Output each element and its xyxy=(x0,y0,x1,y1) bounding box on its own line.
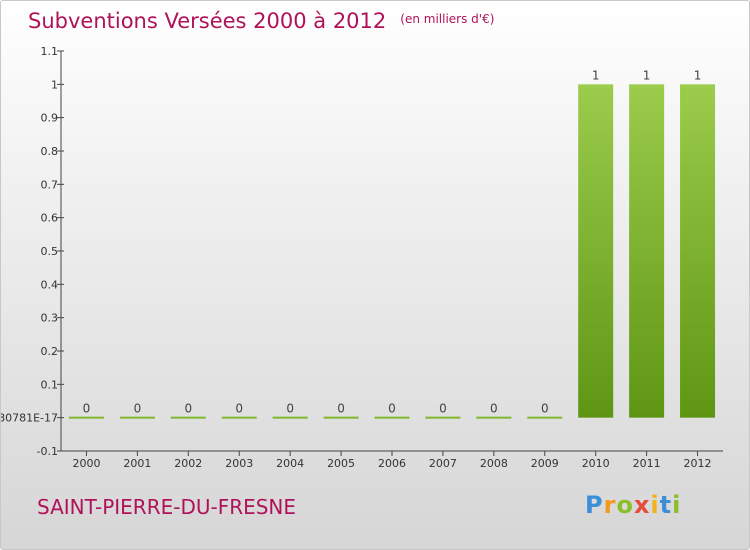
data-label-2000: 0 xyxy=(83,402,91,416)
y-tick-label: 0.1 xyxy=(41,378,59,391)
bar-2007 xyxy=(425,416,461,419)
brand-logo: Proxiti xyxy=(585,491,681,519)
x-tick-label: 2000 xyxy=(72,457,100,470)
data-label-2001: 0 xyxy=(134,402,142,416)
x-tick-label: 2008 xyxy=(480,457,508,470)
y-tick-label: 0.6 xyxy=(41,212,59,225)
y-tick-label: 0.9 xyxy=(41,112,59,125)
data-label-2005: 0 xyxy=(337,402,345,416)
bar-2012 xyxy=(680,84,716,418)
x-tick-label: 2001 xyxy=(123,457,151,470)
brand-letter: x xyxy=(633,491,651,519)
x-tick-label: 2006 xyxy=(378,457,406,470)
title-row: Subventions Versées 2000 à 2012 (en milli… xyxy=(28,9,494,33)
brand-letter: r xyxy=(603,491,617,519)
brand-letter: o xyxy=(616,491,634,519)
y-tick-label: 1 xyxy=(51,78,58,91)
y-tick-label: 0.3 xyxy=(41,312,59,325)
y-tick-label: -0.1 xyxy=(37,445,58,458)
y-tick-label: 1.387778780781E-17 xyxy=(1,412,58,425)
bar-2008 xyxy=(476,416,512,419)
data-label-2006: 0 xyxy=(388,402,396,416)
brand-letter: i xyxy=(672,491,682,519)
bar-2009 xyxy=(527,416,563,419)
bar-2006 xyxy=(374,416,410,419)
x-tick-label: 2007 xyxy=(429,457,457,470)
y-tick-label: 0.5 xyxy=(41,245,59,258)
x-tick-label: 2004 xyxy=(276,457,304,470)
brand-letter: t xyxy=(659,491,673,519)
bar-2004 xyxy=(272,416,308,419)
y-tick-label: 1.1 xyxy=(41,45,59,58)
bar-2000 xyxy=(68,416,104,419)
brand-letter: P xyxy=(585,491,604,519)
chart-title: Subventions Versées 2000 à 2012 xyxy=(28,9,387,33)
data-label-2008: 0 xyxy=(490,402,498,416)
commune-name: SAINT-PIERRE-DU-FRESNE xyxy=(37,495,297,519)
x-tick-label: 2009 xyxy=(531,457,559,470)
bar-2002 xyxy=(170,416,206,419)
x-tick-label: 2012 xyxy=(684,457,712,470)
bar-2011 xyxy=(629,84,665,418)
y-tick-label: 0.7 xyxy=(41,178,59,191)
bar-2001 xyxy=(119,416,155,419)
bar-2010 xyxy=(578,84,614,418)
x-tick-label: 2005 xyxy=(327,457,355,470)
bar-2003 xyxy=(221,416,257,419)
x-tick-label: 2011 xyxy=(633,457,661,470)
data-label-2010: 1 xyxy=(592,68,600,82)
data-label-2012: 1 xyxy=(694,68,702,82)
y-tick-label: 0.4 xyxy=(41,278,59,291)
data-label-2011: 1 xyxy=(643,68,651,82)
unit-note: (en milliers d'€) xyxy=(400,12,495,26)
data-label-2003: 0 xyxy=(235,402,243,416)
y-tick-label: 0.2 xyxy=(41,345,59,358)
data-label-2009: 0 xyxy=(541,402,549,416)
y-tick-label: 0.8 xyxy=(41,145,59,158)
bar-2005 xyxy=(323,416,359,419)
x-tick-label: 2003 xyxy=(225,457,253,470)
data-label-2004: 0 xyxy=(286,402,294,416)
x-tick-label: 2002 xyxy=(174,457,202,470)
x-tick-label: 2010 xyxy=(582,457,610,470)
brand-letter: i xyxy=(650,491,660,519)
data-label-2007: 0 xyxy=(439,402,447,416)
data-label-2002: 0 xyxy=(184,402,192,416)
